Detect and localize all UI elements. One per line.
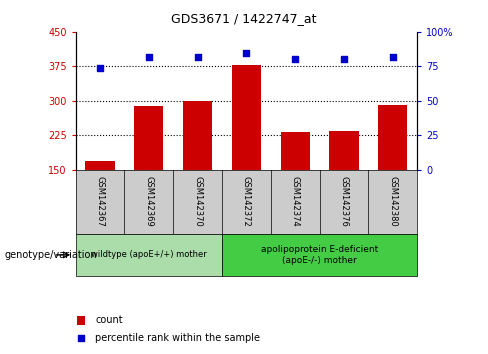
Bar	[76, 234, 222, 276]
Text: GSM142374: GSM142374	[291, 176, 300, 227]
Text: GSM142380: GSM142380	[388, 176, 397, 227]
Bar	[85, 161, 115, 170]
Bar	[329, 131, 359, 170]
Text: wildtype (apoE+/+) mother: wildtype (apoE+/+) mother	[91, 250, 207, 259]
Point	[291, 57, 299, 62]
Point	[243, 50, 250, 56]
Bar	[232, 65, 261, 170]
Bar	[183, 101, 212, 170]
Text: GSM142369: GSM142369	[144, 176, 153, 227]
Point	[145, 54, 153, 59]
Text: GSM142376: GSM142376	[340, 176, 348, 227]
Text: percentile rank within the sample: percentile rank within the sample	[95, 333, 260, 343]
Text: GSM142372: GSM142372	[242, 176, 251, 227]
Text: GSM142367: GSM142367	[96, 176, 104, 227]
Bar	[77, 316, 85, 325]
Point	[194, 54, 202, 59]
Text: GSM142370: GSM142370	[193, 176, 202, 227]
Text: count: count	[95, 315, 123, 325]
Text: GDS3671 / 1422747_at: GDS3671 / 1422747_at	[171, 12, 317, 25]
Bar	[281, 132, 310, 170]
Point	[77, 335, 84, 341]
Bar	[222, 234, 417, 276]
Point	[340, 57, 348, 62]
Bar	[134, 107, 163, 170]
Point	[96, 65, 104, 70]
Text: genotype/variation: genotype/variation	[5, 250, 98, 260]
Text: apolipoprotein E-deficient
(apoE-/-) mother: apolipoprotein E-deficient (apoE-/-) mot…	[261, 245, 378, 264]
Point	[389, 54, 397, 59]
Bar	[378, 104, 407, 170]
